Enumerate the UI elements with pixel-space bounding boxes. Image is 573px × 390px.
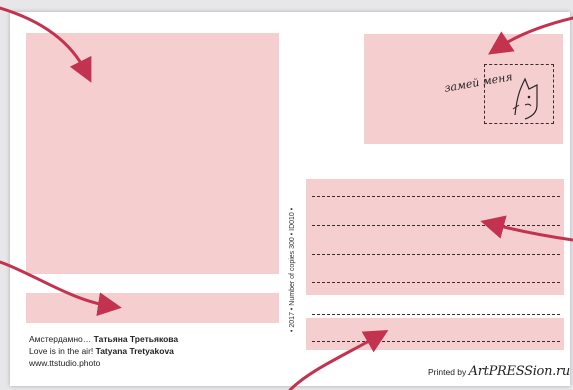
postcard: замей меня Амстердамно… Татьяна Третьяко…	[10, 12, 570, 386]
address-line	[312, 314, 560, 315]
stamp-frame	[484, 64, 554, 124]
postcode-area	[306, 314, 564, 350]
address-line	[312, 196, 560, 197]
caption-en-author: Tatyana Tretyakova	[95, 346, 174, 356]
arrow-address	[480, 215, 573, 242]
caption-en-title: Love is in the air!	[29, 346, 94, 356]
photo-caption: Амстердамно… Татьяна Третьякова Love is …	[29, 333, 178, 357]
printer-prefix: Printed by	[428, 367, 467, 377]
address-line	[312, 225, 560, 226]
website-link[interactable]: www.ttstudio.photo	[29, 358, 101, 368]
arrow-bottom	[288, 330, 389, 390]
address-line	[312, 341, 560, 342]
cat-doodle-icon	[512, 77, 538, 120]
caption-ru-title: Амстердамно…	[29, 334, 92, 344]
printer-credit: Printed by ArtPRESSion.ru	[428, 364, 570, 379]
address-line	[312, 282, 560, 283]
arrow-stamp	[488, 16, 573, 55]
photo-placeholder	[26, 33, 279, 274]
arrow-photo	[0, 6, 92, 83]
address-area	[306, 179, 564, 295]
arrow-caption	[0, 260, 122, 317]
address-line	[312, 254, 560, 255]
printer-brand: ArtPRESSion.ru	[468, 364, 571, 379]
caption-ru-author: Татьяна Третьякова	[93, 334, 179, 344]
caption-strip-placeholder	[26, 293, 279, 323]
stamp-area: замей меня	[364, 34, 563, 144]
